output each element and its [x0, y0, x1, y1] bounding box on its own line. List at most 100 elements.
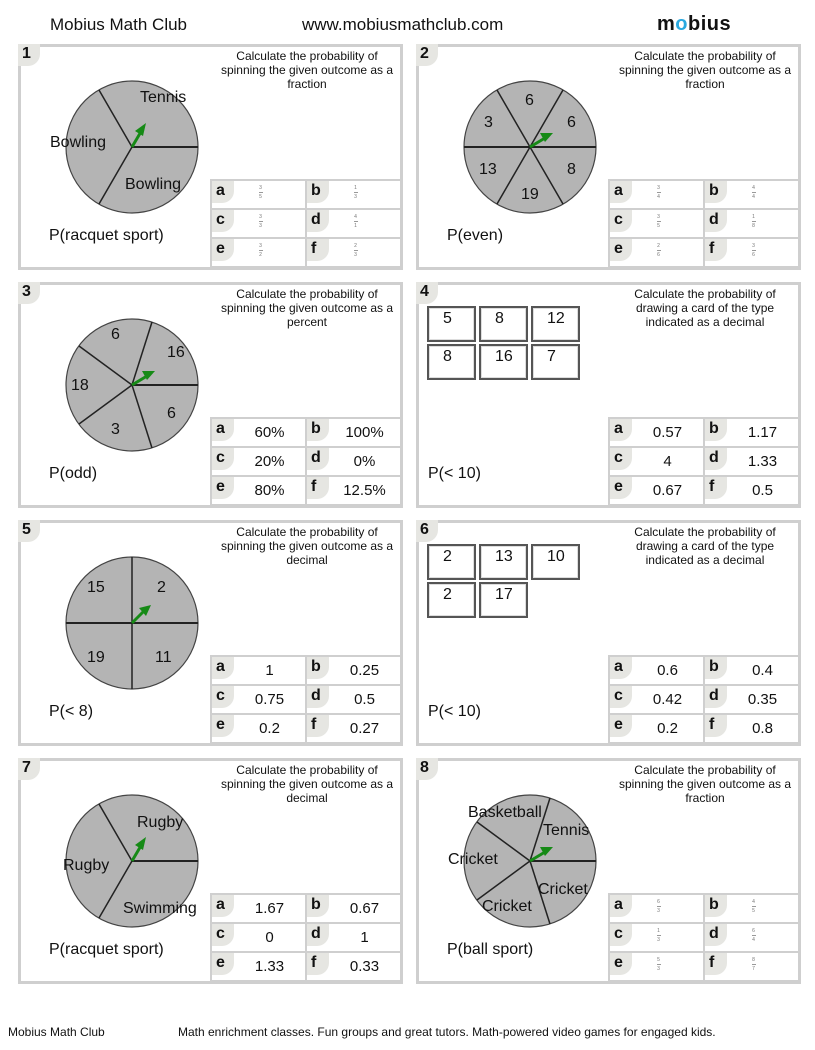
- option-value: 0: [265, 929, 274, 946]
- header-url[interactable]: www.mobiusmathclub.com: [302, 15, 504, 34]
- answer-option-e[interactable]: e 80%: [210, 477, 305, 504]
- spinner-arrow-icon: [529, 847, 553, 863]
- probability-prompt: P(< 8): [49, 703, 94, 720]
- option-label: d: [705, 924, 727, 946]
- option-value: 0.35: [747, 691, 778, 708]
- answer-option-f[interactable]: f 12.5%: [305, 477, 400, 504]
- answer-option-a[interactable]: a 1.67: [210, 895, 305, 922]
- answer-option-d[interactable]: d 0.5: [305, 686, 400, 713]
- problem-panel-8: 8 Calculate the probability of spinning …: [416, 758, 801, 984]
- spinner-label: 19: [521, 186, 539, 203]
- header-title: Mobius Math Club: [50, 15, 188, 34]
- problem-panel-2: 2 Calculate the probability of spinning …: [416, 44, 801, 270]
- spinner-label: Cricket: [448, 851, 498, 868]
- spinner-label: 3: [111, 421, 120, 438]
- problem-panel-4: 4 Calculate the probability of drawing a…: [416, 282, 801, 508]
- option-value: 1.67: [254, 900, 285, 917]
- problem-panel-1: 1 Calculate the probability of spinning …: [18, 44, 403, 270]
- option-label: c: [610, 686, 632, 708]
- option-label: d: [705, 448, 727, 470]
- option-value: 0.57: [652, 424, 683, 441]
- option-value: 0.8: [752, 720, 773, 737]
- answer-option-f[interactable]: f 0.5: [703, 477, 798, 504]
- option-label: f: [307, 715, 329, 737]
- spinner-label: Basketball: [468, 804, 542, 821]
- option-label: d: [307, 448, 329, 470]
- spinner-label: Swimming: [123, 900, 197, 917]
- answer-option-b[interactable]: b 1.17: [703, 419, 798, 446]
- option-value: 20%: [254, 453, 285, 470]
- problem-panel-6: 6 Calculate the probability of drawing a…: [416, 520, 801, 746]
- spinner-label: 6: [525, 92, 534, 109]
- answer-option-f[interactable]: f 0.8: [703, 715, 798, 742]
- answer-option-b[interactable]: b 0.67: [305, 895, 400, 922]
- answer-option-e[interactable]: e 0.2: [210, 715, 305, 742]
- logo-accent-o: o: [675, 13, 689, 35]
- card: 12: [531, 306, 580, 342]
- answer-option-e[interactable]: e 0.2: [608, 715, 703, 742]
- answer-option-e[interactable]: e 0.67: [608, 477, 703, 504]
- answer-option-d[interactable]: d 0%: [305, 448, 400, 475]
- logo-text-bius: bius: [688, 13, 732, 35]
- answer-option-c[interactable]: c 20%: [210, 448, 305, 475]
- option-label: f: [705, 239, 727, 261]
- option-label: f: [705, 953, 727, 975]
- instruction: Calculate the probability of spinning th…: [618, 763, 792, 805]
- answer-option-c[interactable]: c 0.75: [210, 686, 305, 713]
- spinner-label: 6: [167, 405, 176, 422]
- answer-option-a[interactable]: a 60%: [210, 419, 305, 446]
- answer-option-a[interactable]: a 0.6: [608, 657, 703, 684]
- option-label: e: [610, 715, 632, 737]
- card: 7: [531, 344, 580, 380]
- answer-option-a[interactable]: a 0.57: [608, 419, 703, 446]
- answer-option-e[interactable]: e 1.33: [210, 953, 305, 980]
- answer-option-d[interactable]: d 1.33: [703, 448, 798, 475]
- answer-option-c[interactable]: c 0.42: [608, 686, 703, 713]
- spinner-5-sections: Tennis Basketball Cricket Cricket Cricke…: [448, 794, 597, 928]
- option-label: a: [610, 419, 632, 441]
- option-label: b: [307, 419, 329, 441]
- answer-option-b[interactable]: b 100%: [305, 419, 400, 446]
- answer-option-b[interactable]: b 0.4: [703, 657, 798, 684]
- answer-option-f[interactable]: f 0.27: [305, 715, 400, 742]
- answer-option-d[interactable]: d 0.35: [703, 686, 798, 713]
- problem-number: 6: [416, 520, 438, 542]
- option-label: b: [705, 895, 727, 917]
- answer-option-f[interactable]: f 0.33: [305, 953, 400, 980]
- option-label: c: [212, 924, 234, 946]
- option-value: 0.27: [349, 720, 380, 737]
- spinner-3-sections: Tennis Bowling Bowling: [50, 80, 199, 214]
- spinner-label: 15: [87, 579, 105, 596]
- answer-option-b[interactable]: b 0.25: [305, 657, 400, 684]
- spinner-label: Bowling: [50, 134, 106, 151]
- option-value: 60%: [254, 424, 285, 441]
- option-label: c: [212, 686, 234, 708]
- option-label: c: [610, 448, 632, 470]
- logo-text-m: m: [657, 13, 676, 35]
